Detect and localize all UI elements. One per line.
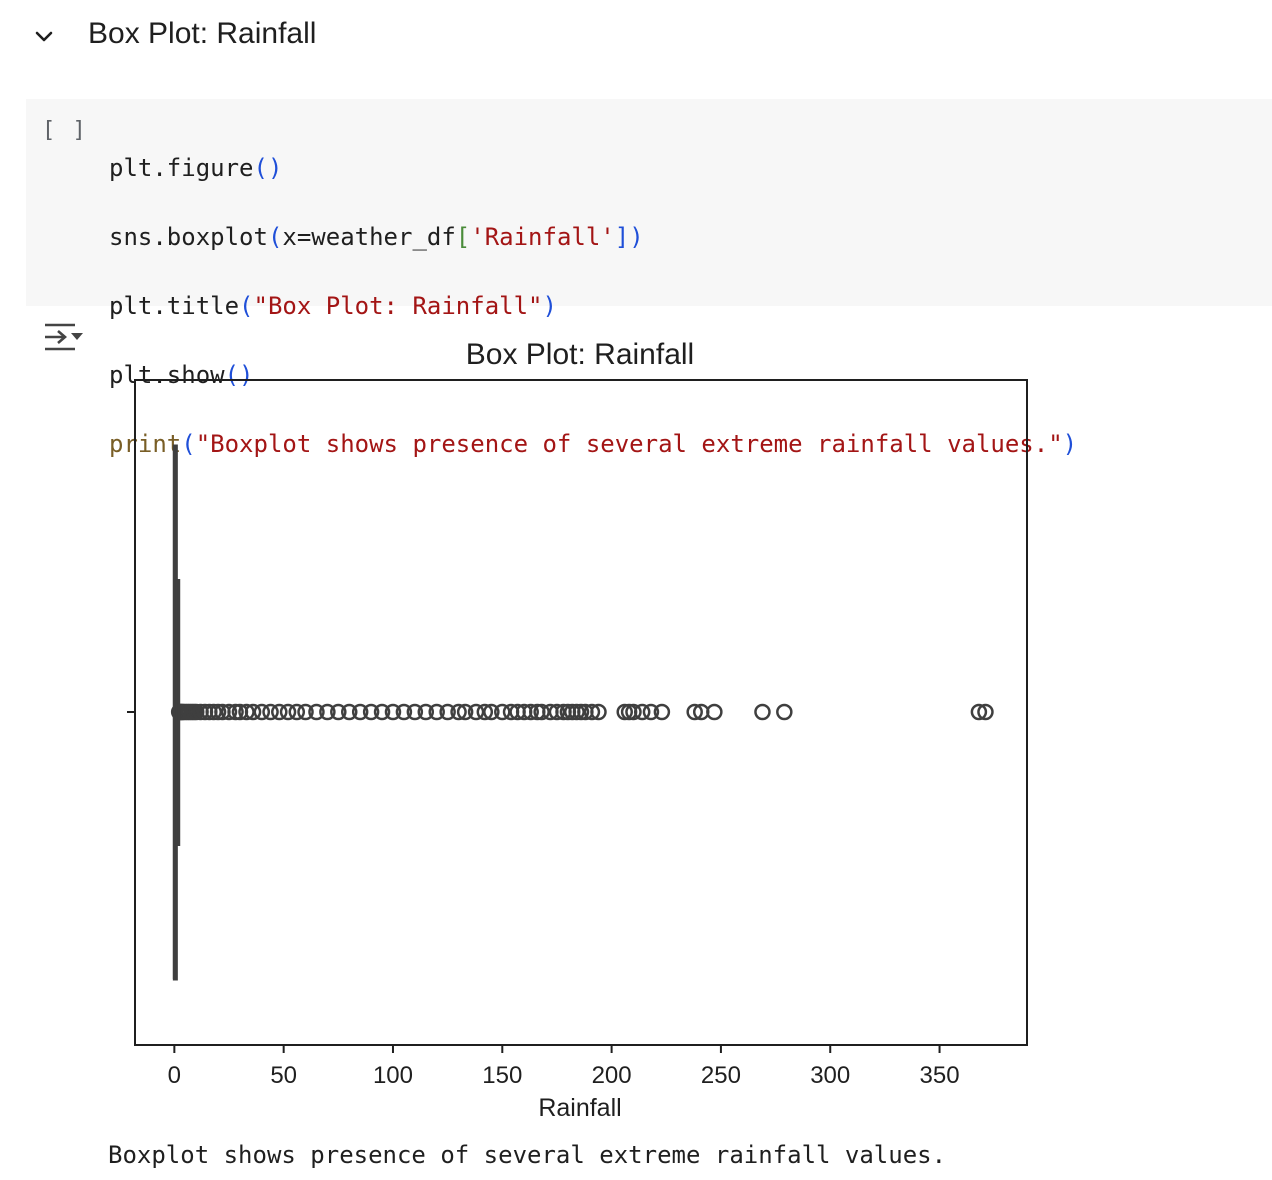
x-tick-label: 50 xyxy=(270,1062,297,1089)
chart-title: Box Plot: Rainfall xyxy=(466,338,694,371)
x-tick-label: 150 xyxy=(482,1062,522,1089)
outlier-point xyxy=(777,705,791,719)
x-tick-label: 300 xyxy=(810,1062,850,1089)
x-axis-ticks: 0 50 100 150 200 250 300 350 xyxy=(168,1045,960,1089)
x-tick-label: 200 xyxy=(592,1062,632,1089)
x-tick-label: 350 xyxy=(920,1062,960,1089)
x-tick-label: 0 xyxy=(168,1062,181,1089)
x-tick-label: 250 xyxy=(701,1062,741,1089)
x-axis-label: Rainfall xyxy=(538,1094,621,1122)
x-tick-label: 100 xyxy=(373,1062,413,1089)
outlier-points xyxy=(172,705,992,719)
box xyxy=(174,446,178,979)
boxplot-figure: Box Plot: Rainfall 0 50 100 150 200 250 300 350… xyxy=(0,0,1272,1135)
cell-stdout: Boxplot shows presence of several extrem… xyxy=(108,1139,946,1171)
outlier-point xyxy=(755,705,769,719)
